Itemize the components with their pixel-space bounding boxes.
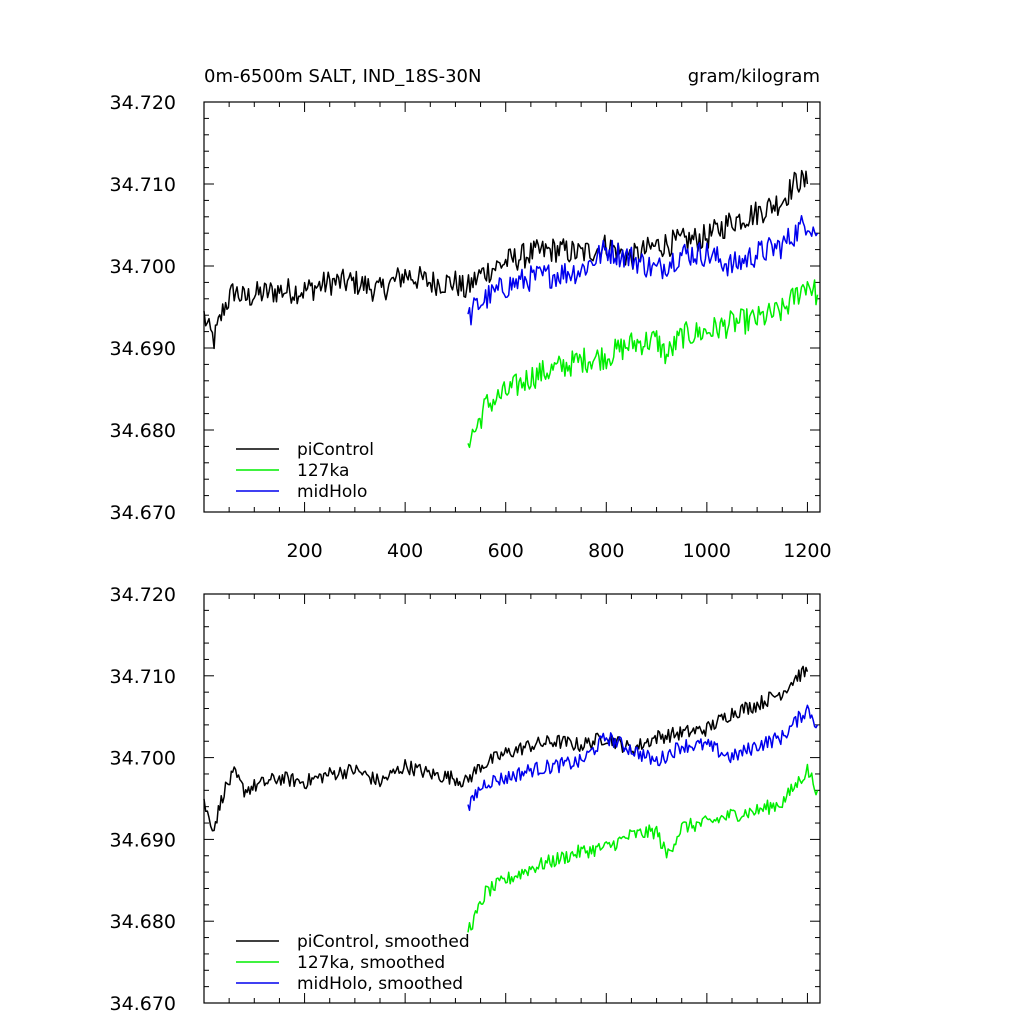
series-line-midholo [467,214,819,326]
series-line-picontrol-smoothed [203,665,809,832]
y-tick-label: 34.690 [110,829,176,851]
x-tick-label: 1000 [683,540,731,562]
series-line-midholo-smoothed [467,704,819,812]
y-tick-label: 34.710 [110,174,176,196]
legend-label-picontrol: piControl [297,440,374,460]
legend-label-picontrol-smoothed: piControl, smoothed [297,932,470,952]
y-tick-label: 34.690 [110,338,176,360]
bottom-legend: piControl, smoothed 127ka, smoothed midH… [236,932,470,994]
top-panel: 34.670 34.680 34.690 34.700 34.710 34.720 200 4… [110,92,832,562]
y-tick-label: 34.680 [110,420,176,442]
series-line-picontrol [203,169,809,350]
y-tick-label: 34.700 [110,256,176,278]
y-tick-label: 34.720 [110,92,176,114]
plot-frame [203,101,821,513]
plot-frame [203,593,821,1004]
y-tick-label: 34.720 [110,584,176,606]
legend-label-127ka: 127ka [297,461,349,481]
title-left: 0m-6500m SALT, IND_18S-30N [204,66,481,87]
y-tick-label: 34.700 [110,748,176,770]
x-tick-label: 200 [286,540,322,562]
y-tick-label: 34.670 [110,993,176,1015]
top-legend: piControl 127ka midHolo [236,440,374,502]
legend-label-midholo-smoothed: midHolo, smoothed [297,974,463,994]
title-right-units: gram/kilogram [688,66,820,87]
x-tick-label: 400 [387,540,423,562]
x-tick-label: 600 [488,540,524,562]
y-tick-label: 34.710 [110,666,176,688]
series-line-127ka [467,279,819,449]
bottom-panel: 34.670 34.680 34.690 34.700 34.710 34.720 [110,584,821,1015]
series-line-127ka-smoothed [467,763,819,933]
legend-label-127ka-smoothed: 127ka, smoothed [297,953,445,973]
y-tick-label: 34.680 [110,911,176,933]
x-tick-label: 800 [588,540,624,562]
x-tick-label: 1200 [783,540,831,562]
y-tick-label: 34.670 [110,502,176,524]
legend-label-midholo: midHolo [297,482,367,502]
